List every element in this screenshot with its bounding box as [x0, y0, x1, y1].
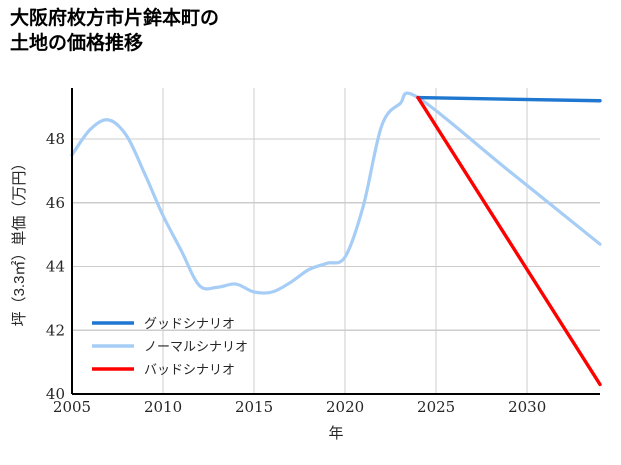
x-tick-label: 2030 [508, 398, 546, 416]
y-tick-label: 42 [46, 321, 65, 339]
x-tick-label: 2010 [144, 398, 182, 416]
y-tick-label: 40 [46, 385, 65, 403]
x-tick-label: 2005 [53, 398, 91, 416]
series-line-normal [70, 91, 602, 295]
x-tick-label: 2025 [417, 398, 455, 416]
page-title: 大阪府枚方市片鉾本町の 土地の価格推移 [10, 8, 220, 55]
legend-label[interactable]: ノーマルシナリオ [144, 339, 248, 354]
y-tick-labels: 40 42 44 46 48 [46, 130, 65, 403]
series-group [70, 91, 602, 387]
gridlines [71, 88, 600, 395]
axis-spines [70, 88, 600, 396]
x-tick-label: 2020 [326, 398, 364, 416]
legend-label[interactable]: グッドシナリオ [144, 316, 235, 331]
y-tick-label: 48 [46, 130, 65, 148]
x-axis-title: 年 [328, 425, 343, 442]
legend-label[interactable]: バッドシナリオ [144, 362, 235, 377]
series-line-bad [416, 95, 602, 387]
series-line-good [416, 95, 602, 103]
x-tick-label: 2015 [235, 398, 273, 416]
y-tick-label: 46 [46, 194, 65, 212]
y-tick-label: 44 [46, 258, 65, 276]
y-axis-title: 坪（3.3㎡）単価（万円） [11, 156, 28, 327]
x-tick-labels: 2005 2010 2015 2020 2025 2030 [53, 398, 546, 416]
